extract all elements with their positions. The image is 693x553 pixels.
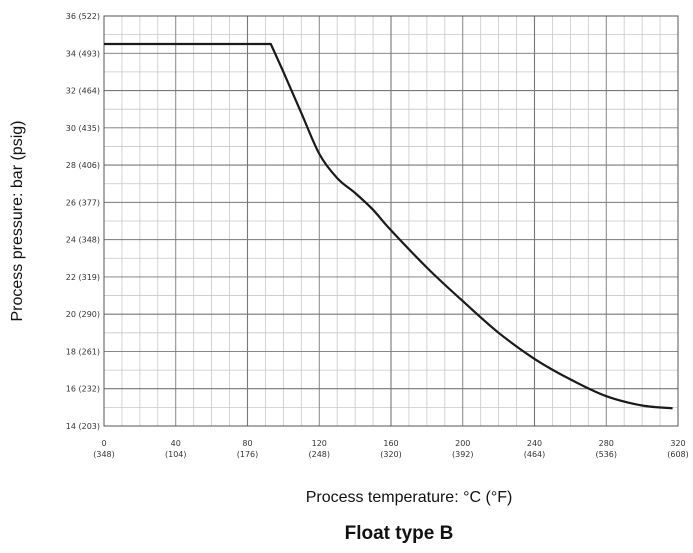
y-tick-label: 26 (377) bbox=[66, 198, 100, 207]
x-tick-label: 120 bbox=[312, 439, 327, 448]
y-tick-label: 22 (319) bbox=[66, 273, 100, 282]
x-tick-sublabel: (176) bbox=[237, 450, 259, 459]
x-tick-sublabel: (320) bbox=[380, 450, 402, 459]
y-tick-label: 20 (290) bbox=[66, 310, 100, 319]
chart-title: Float type B bbox=[345, 523, 454, 544]
x-tick-label: 320 bbox=[670, 439, 685, 448]
y-tick-label: 18 (261) bbox=[66, 347, 100, 356]
y-tick-label: 34 (493) bbox=[66, 49, 100, 58]
y-tick-label: 30 (435) bbox=[66, 124, 100, 133]
x-tick-sublabel: (104) bbox=[165, 450, 187, 459]
x-axis-label: Process temperature: °C (°F) bbox=[306, 489, 513, 506]
plot-frame bbox=[103, 15, 679, 427]
x-tick-label: 0 bbox=[101, 439, 106, 448]
x-tick-label: 80 bbox=[242, 439, 252, 448]
x-tick-label: 40 bbox=[171, 439, 181, 448]
x-tick-sublabel: (392) bbox=[452, 450, 474, 459]
series-line bbox=[104, 42, 673, 410]
y-tick-label: 24 (348) bbox=[66, 236, 100, 245]
y-tick-label: 14 (203) bbox=[66, 422, 100, 431]
y-tick-label: 16 (232) bbox=[66, 385, 100, 394]
x-tick-label: 200 bbox=[455, 439, 470, 448]
y-axis-label: Process pressure: bar (psig) bbox=[9, 121, 26, 322]
y-tick-labels: 14 (203) 16 (232) 18 (261) 20 (290) 22 (319)… bbox=[66, 12, 100, 431]
x-tick-labels: 0 (348) 40 (104) 80 (176) 120 (248) 160 (320) 200 (… bbox=[93, 439, 689, 459]
x-tick-label: 280 bbox=[599, 439, 614, 448]
y-tick-label: 28 (406) bbox=[66, 161, 100, 170]
x-tick-label: 160 bbox=[383, 439, 398, 448]
x-tick-sublabel: (464) bbox=[524, 450, 546, 459]
x-tick-sublabel: (608) bbox=[667, 450, 689, 459]
x-tick-label: 240 bbox=[527, 439, 542, 448]
y-tick-label: 36 (522) bbox=[66, 12, 100, 21]
x-tick-sublabel: (348) bbox=[93, 450, 115, 459]
x-tick-sublabel: (248) bbox=[308, 450, 330, 459]
x-tick-sublabel: (536) bbox=[595, 450, 617, 459]
y-tick-label: 32 (464) bbox=[66, 87, 100, 96]
